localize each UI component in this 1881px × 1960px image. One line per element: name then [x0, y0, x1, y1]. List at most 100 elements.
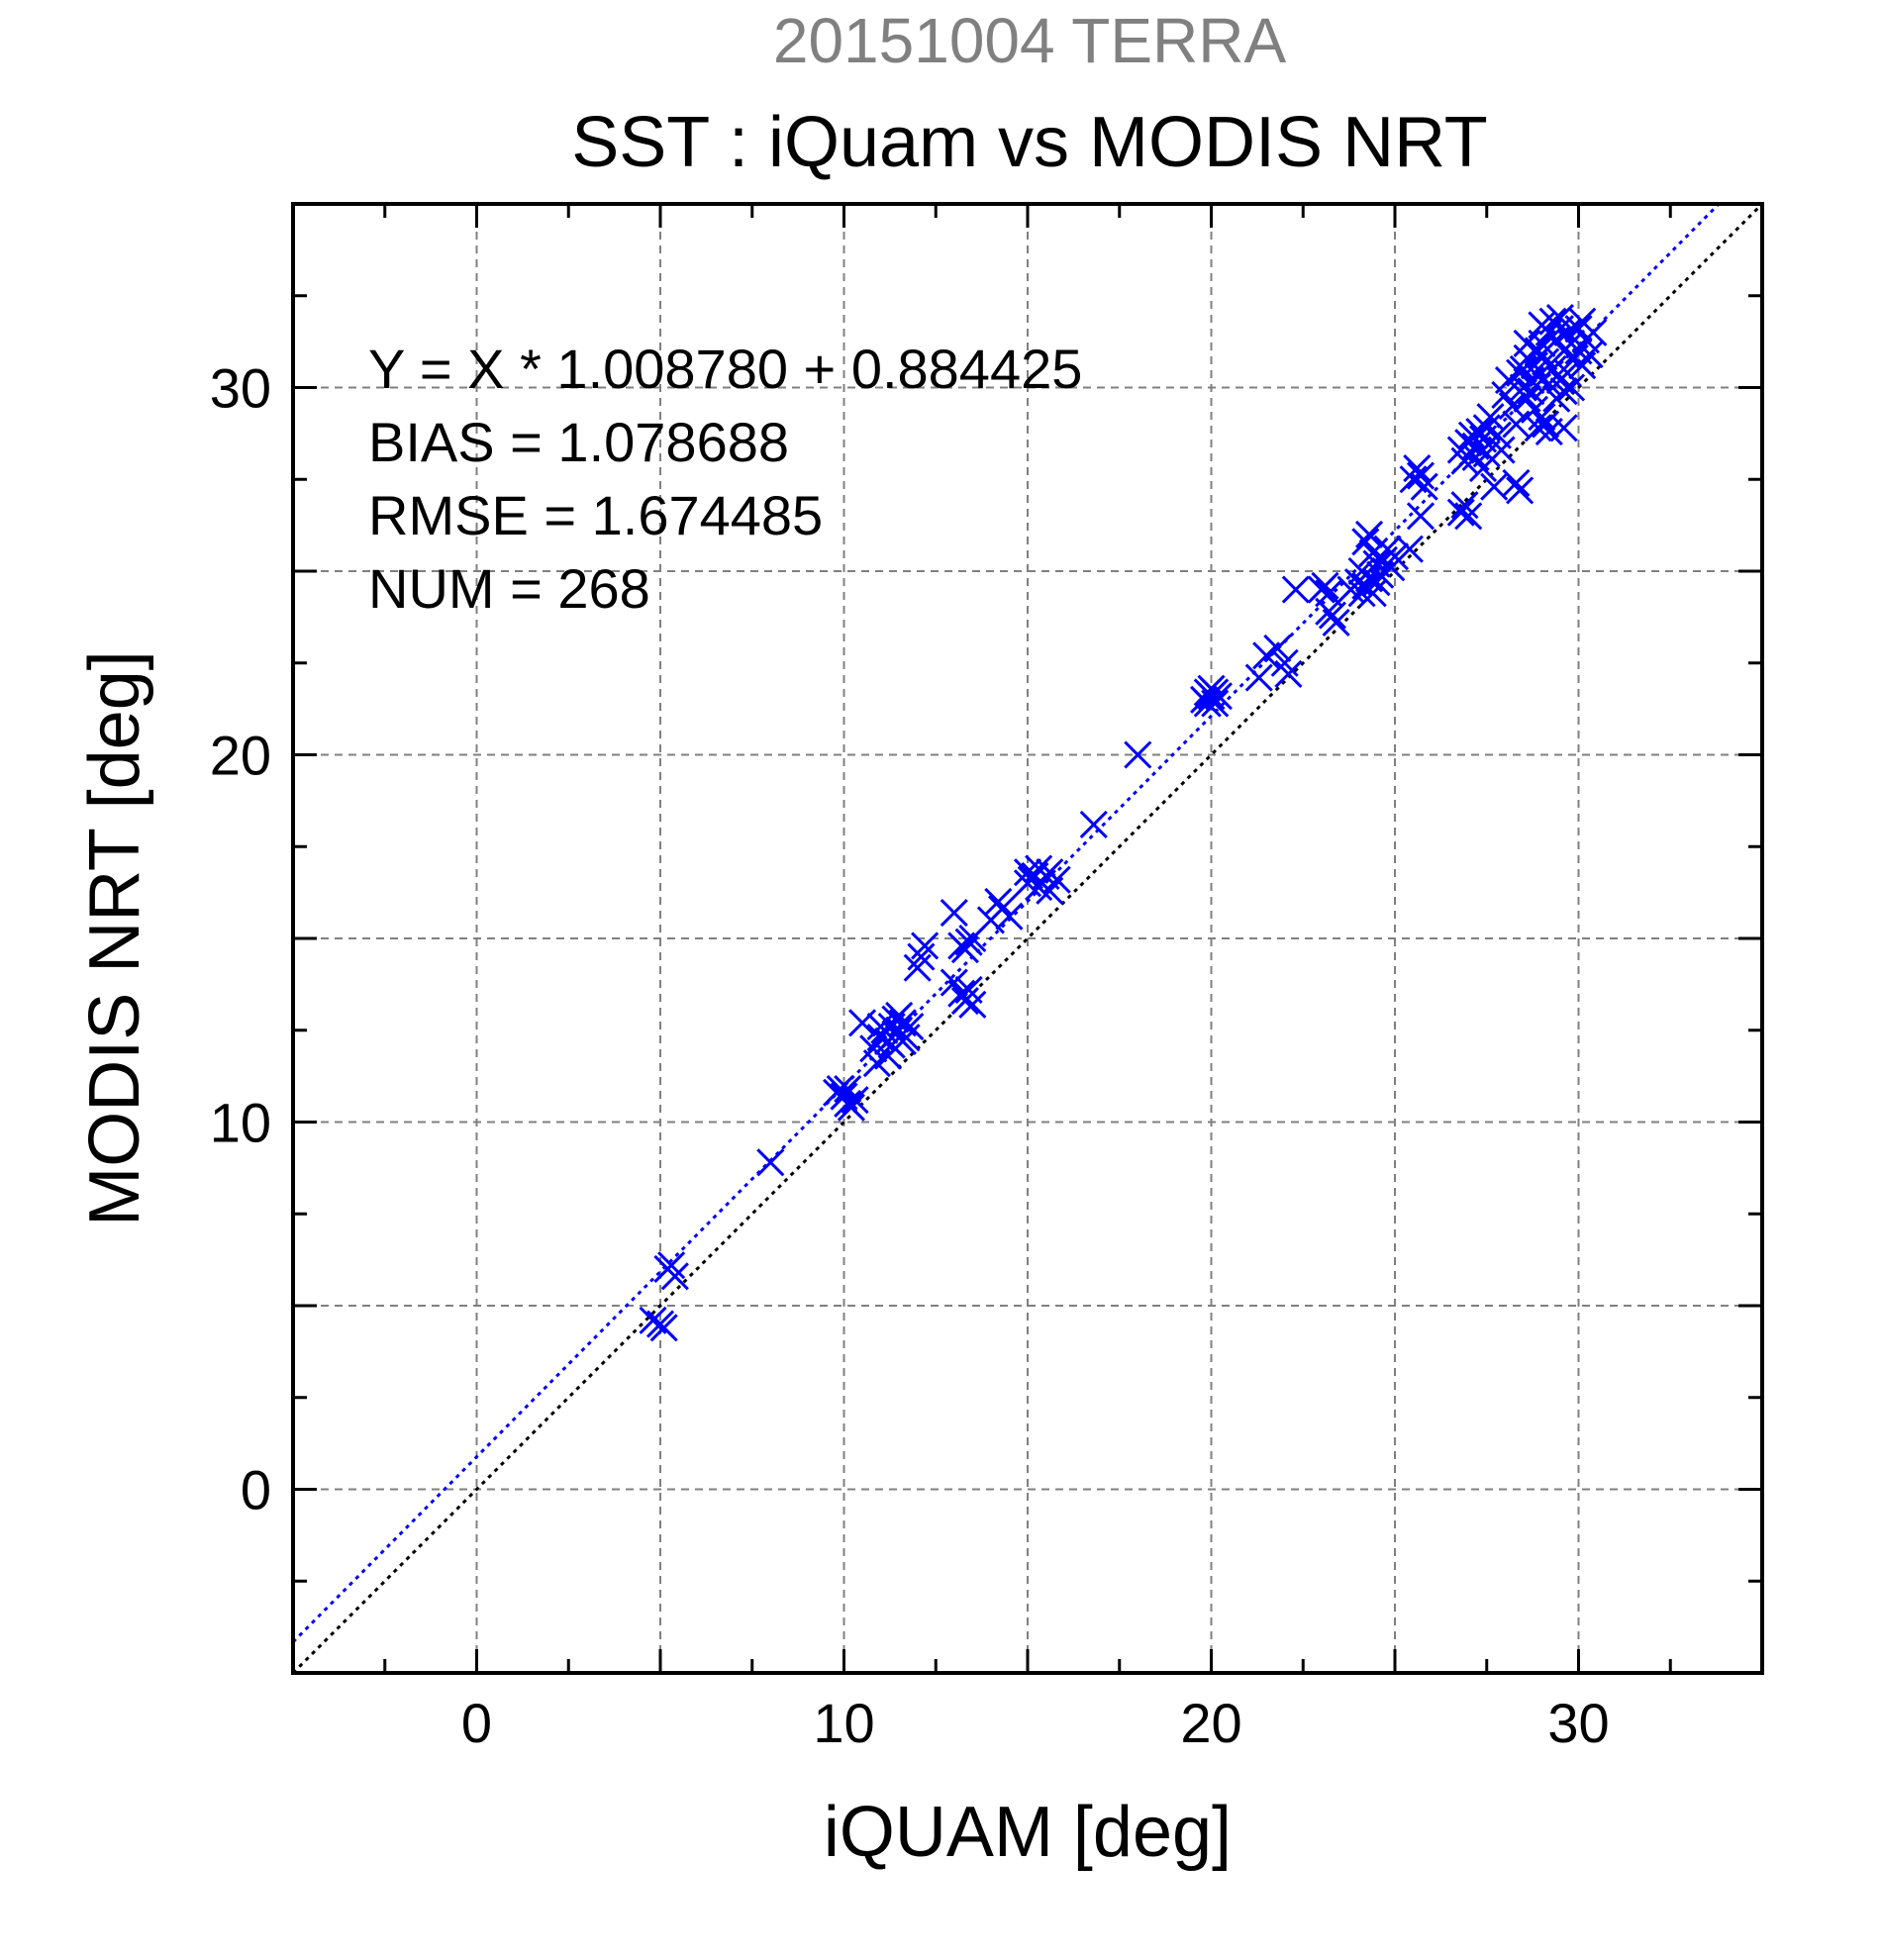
data-point: [1395, 535, 1424, 563]
data-point: [1553, 318, 1582, 346]
data-point: [877, 1030, 906, 1059]
x-axis-label: iQUAM [deg]: [824, 1793, 1232, 1872]
data-point-stroke: [834, 1075, 862, 1104]
data-point-stroke: [950, 987, 979, 1016]
data-point: [1446, 498, 1475, 527]
data-point: [1380, 542, 1410, 571]
data-point-stroke: [1509, 354, 1537, 384]
stats-box: Y = X * 1.008780 + 0.884425 BIAS = 1.078…: [368, 338, 1082, 620]
y-tick-label: 30: [210, 357, 271, 420]
data-point-stroke: [1446, 498, 1475, 527]
data-point: [1311, 571, 1339, 600]
data-point: [1524, 414, 1552, 442]
data-point: [1354, 520, 1384, 548]
data-point: [1579, 318, 1608, 346]
data-point: [1079, 810, 1108, 839]
data-point-stroke: [1517, 377, 1545, 406]
tick-labels: 0 10 20 30 0 10 20 30: [210, 357, 1610, 1755]
data-point-stroke: [1399, 465, 1428, 494]
data-point-stroke: [1468, 454, 1498, 483]
chart-suptitle: 20151004 TERRA: [773, 5, 1287, 76]
data-point: [907, 942, 936, 971]
data-point: [1476, 403, 1505, 432]
data-point: [660, 1262, 689, 1291]
data-point: [954, 975, 983, 1005]
data-point: [1042, 865, 1071, 894]
data-point-stroke: [1532, 410, 1560, 439]
stats-fit-equation: Y = X * 1.008780 + 0.884425: [368, 338, 1082, 400]
data-point-stroke: [862, 1049, 891, 1078]
data-point: [1450, 491, 1479, 520]
data-point-stroke: [1244, 663, 1273, 692]
data-point: [1502, 468, 1531, 498]
data-point: [950, 935, 979, 964]
data-point-stroke: [847, 1009, 877, 1037]
data-point: [1465, 417, 1494, 446]
y-tick-label: 0: [241, 1459, 271, 1521]
data-point: [826, 1075, 854, 1104]
data-point-stroke: [1575, 341, 1604, 369]
data-point-stroke: [1406, 461, 1436, 490]
data-point-stroke: [1281, 575, 1310, 604]
data-point: [1347, 556, 1376, 586]
grid-lines: [293, 204, 1762, 1673]
data-point-stroke: [1322, 608, 1350, 637]
data-point-stroke: [1528, 311, 1556, 340]
data-points: [639, 303, 1608, 1342]
y-tick-label: 10: [210, 1092, 271, 1154]
data-point: [1201, 678, 1230, 707]
data-point-stroke: [1454, 502, 1483, 531]
data-point-stroke: [1472, 414, 1501, 442]
data-point: [1358, 579, 1387, 608]
data-point-stroke: [1513, 384, 1541, 413]
data-point-stroke: [826, 1075, 854, 1104]
data-point: [1124, 740, 1152, 769]
data-point-stroke: [1315, 597, 1343, 626]
data-point-stroke: [866, 1012, 895, 1041]
data-point: [1244, 663, 1273, 692]
data-point: [1315, 597, 1343, 626]
data-point-stroke: [1450, 491, 1479, 520]
data-point: [1513, 329, 1541, 358]
data-point-stroke: [984, 887, 1013, 916]
data-point-stroke: [1395, 535, 1424, 563]
data-point-stroke: [1553, 318, 1582, 346]
data-point: [1274, 659, 1303, 688]
data-point-stroke: [958, 990, 987, 1019]
data-point-stroke: [1450, 446, 1479, 475]
data-point-stroke: [660, 1262, 689, 1291]
data-point-stroke: [1513, 329, 1541, 358]
y-tick-label: 20: [210, 725, 271, 787]
data-point-stroke: [954, 975, 983, 1005]
data-point-stroke: [756, 1148, 785, 1177]
data-point: [1545, 303, 1575, 333]
data-point: [1403, 454, 1432, 483]
data-point-stroke: [1538, 354, 1567, 384]
data-point: [940, 898, 968, 928]
data-point: [1557, 373, 1586, 402]
data-point-stroke: [837, 1093, 865, 1122]
data-point: [1549, 377, 1578, 406]
data-point: [984, 887, 1013, 916]
data-point-stroke: [1465, 417, 1494, 446]
data-point-stroke: [1410, 472, 1438, 501]
data-point-stroke: [1549, 377, 1578, 406]
data-point: [1013, 858, 1042, 887]
chart-title: SST : iQuam vs MODIS NRT: [571, 103, 1488, 182]
data-point-stroke: [1557, 373, 1586, 402]
data-point: [1270, 648, 1299, 677]
one-to-one-line: [291, 202, 1764, 1675]
data-point: [1281, 575, 1310, 604]
data-point: [866, 1012, 895, 1041]
data-point-stroke: [1553, 358, 1582, 387]
data-point-stroke: [888, 1027, 917, 1055]
data-point-stroke: [1358, 579, 1387, 608]
data-point: [756, 1148, 785, 1177]
data-point: [834, 1075, 862, 1104]
data-point-stroke: [1201, 689, 1230, 718]
data-point-stroke: [1079, 810, 1108, 839]
data-point-stroke: [903, 953, 932, 982]
data-point: [1450, 446, 1479, 475]
